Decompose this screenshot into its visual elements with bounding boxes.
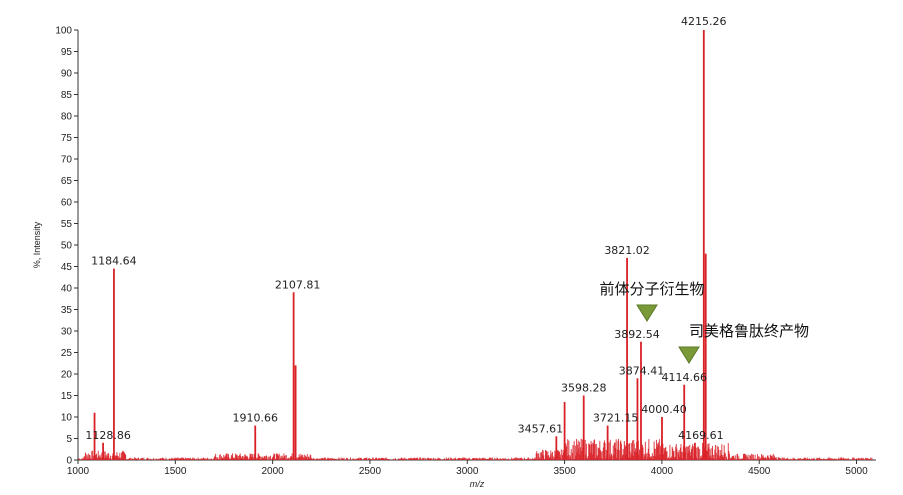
x-tick-label: 1500 [164,466,187,477]
y-tick-label: 55 [61,219,73,230]
peak-label: 3821.02 [604,244,650,257]
annotation-marker [636,304,658,322]
peak-layer [93,30,707,460]
x-tick-label: 1000 [67,466,90,477]
y-tick-label: 90 [61,69,73,80]
y-tick-label: 50 [61,241,73,252]
y-tick-label: 5 [66,434,72,445]
y-tick-label: 30 [61,327,73,338]
y-tick-label: 45 [61,262,73,273]
annotation-label: 前体分子衍生物 [599,280,704,298]
baseline-noise [78,438,873,460]
x-axis-title: m/z [470,479,485,489]
peak-label: 3457.61 [518,422,564,435]
peak-label: 2107.81 [275,278,321,291]
peak-label: 1128.86 [85,429,131,442]
peak-label-layer: 1128.86 1184.64 1910.66 2107.81 3457.61 3598.… [85,15,726,442]
x-tick-label: 2000 [262,466,285,477]
peak-label: 4169.61 [678,429,724,442]
y-tick-label: 60 [61,198,73,209]
peak-label: 1910.66 [232,412,278,425]
x-tick-label: 4500 [748,466,771,477]
y-tick-label: 80 [61,112,73,123]
x-tick-label: 5000 [845,466,868,477]
peak-label: 1184.64 [91,255,137,268]
y-tick-label: 0 [66,456,72,467]
y-tick-label: 75 [61,133,73,144]
peak-label: 4114.66 [661,371,707,384]
y-tick-label: 85 [61,90,73,101]
peak-label: 4000.40 [641,403,687,416]
peak-label: 4215.26 [681,15,727,28]
x-tick-label: 4000 [651,466,674,477]
x-tick-label: 3500 [553,466,576,477]
x-tick-label: 2500 [359,466,382,477]
x-tick-label: 3000 [456,466,479,477]
y-tick-label: 25 [61,348,73,359]
axes-layer: 0 5 10 15 20 25 30 35 40 45 50 55 60 65 70 75 80 85 90 95 10… [55,26,876,477]
y-tick-label: 10 [61,413,73,424]
peak-label: 3721.15 [593,412,639,425]
peak-label: 3598.28 [561,382,607,395]
y-tick-label: 35 [61,305,73,316]
peak-label: 3892.54 [614,328,660,341]
y-tick-label: 15 [61,391,73,402]
y-axis-title: %, Intensity [32,221,42,268]
annotation-label: 司美格鲁肽终产物 [689,322,809,340]
y-tick-label: 70 [61,155,73,166]
y-tick-label: 100 [55,26,72,37]
y-tick-label: 20 [61,370,73,381]
peak-label: 3874.41 [619,364,665,377]
y-tick-label: 40 [61,284,73,295]
y-tick-label: 95 [61,47,73,58]
annotation-marker [678,346,700,364]
y-tick-label: 65 [61,176,73,187]
